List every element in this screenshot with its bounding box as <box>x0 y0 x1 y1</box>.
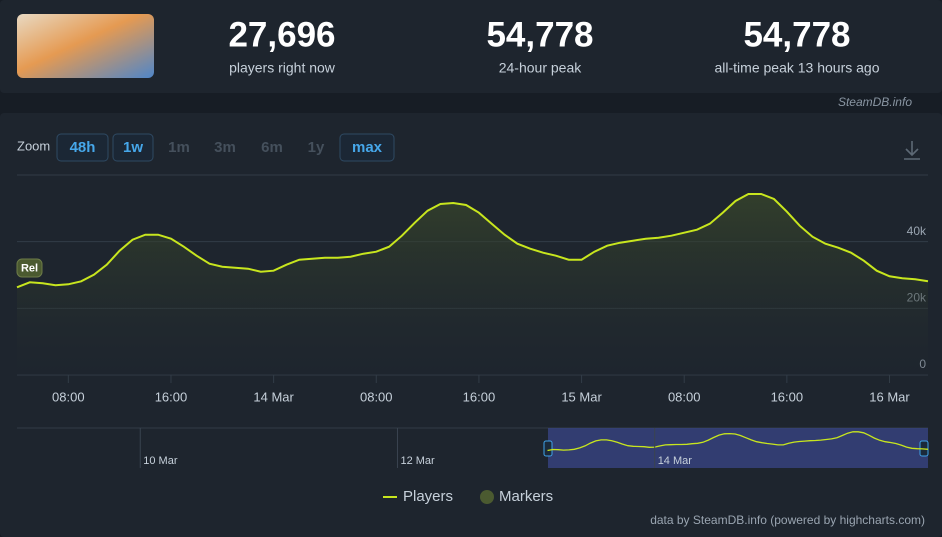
stat-value: 54,778 <box>486 15 593 54</box>
x-tick-label: 16:00 <box>463 389 496 404</box>
x-tick-label: 16:00 <box>155 389 188 404</box>
zoom-button[interactable] <box>112 133 154 162</box>
x-tick-label: 15 Mar <box>561 389 602 404</box>
x-tick-label: 08:00 <box>668 389 701 404</box>
navigator-tick-label: 10 Mar <box>143 455 178 467</box>
header-card <box>0 0 942 93</box>
x-tick-label: 16 Mar <box>869 389 910 404</box>
zoom-button[interactable] <box>56 133 109 162</box>
navigator-tick-label: 14 Mar <box>658 455 693 467</box>
source-label: SteamDB.info <box>838 95 912 109</box>
zoom-option: 3m <box>214 139 236 156</box>
navigator-tick-label: 12 Mar <box>400 455 435 467</box>
navigator-selection[interactable] <box>548 428 928 468</box>
series-line <box>16 193 929 289</box>
stat-label: 24-hour peak <box>499 60 583 76</box>
zoom-option[interactable]: 1w <box>123 139 143 156</box>
stat-value: 27,696 <box>228 15 335 54</box>
credits: data by SteamDB.info (powered by highcha… <box>650 513 925 527</box>
navigator-handle[interactable] <box>543 440 553 457</box>
download-icon[interactable] <box>904 141 920 160</box>
zoom-option[interactable]: 48h <box>70 139 96 156</box>
series-area <box>17 194 928 375</box>
marker[interactable] <box>16 258 43 278</box>
x-tick-label: 16:00 <box>771 389 804 404</box>
stat-value: 54,778 <box>743 15 850 54</box>
game-thumbnail <box>17 14 154 78</box>
stat-label: all-time peak 13 hours ago <box>715 60 880 76</box>
marker-label: Rel <box>21 262 38 274</box>
x-tick-label: 08:00 <box>360 389 393 404</box>
legend-swatch <box>480 490 494 504</box>
stat-label: players right now <box>229 60 336 76</box>
zoom-option: 1m <box>168 139 190 156</box>
zoom-option[interactable]: max <box>352 139 383 156</box>
navigator-line <box>547 431 929 452</box>
x-tick-label: 08:00 <box>52 389 85 404</box>
legend-label[interactable]: Players <box>403 488 453 505</box>
legend-label[interactable]: Markers <box>499 488 553 505</box>
zoom-label: Zoom <box>17 138 50 153</box>
y-tick-label: 40k <box>907 224 927 238</box>
zoom-button[interactable] <box>339 133 395 162</box>
zoom-option: 1y <box>308 139 325 156</box>
x-tick-label: 14 Mar <box>253 389 294 404</box>
zoom-option: 6m <box>261 139 283 156</box>
